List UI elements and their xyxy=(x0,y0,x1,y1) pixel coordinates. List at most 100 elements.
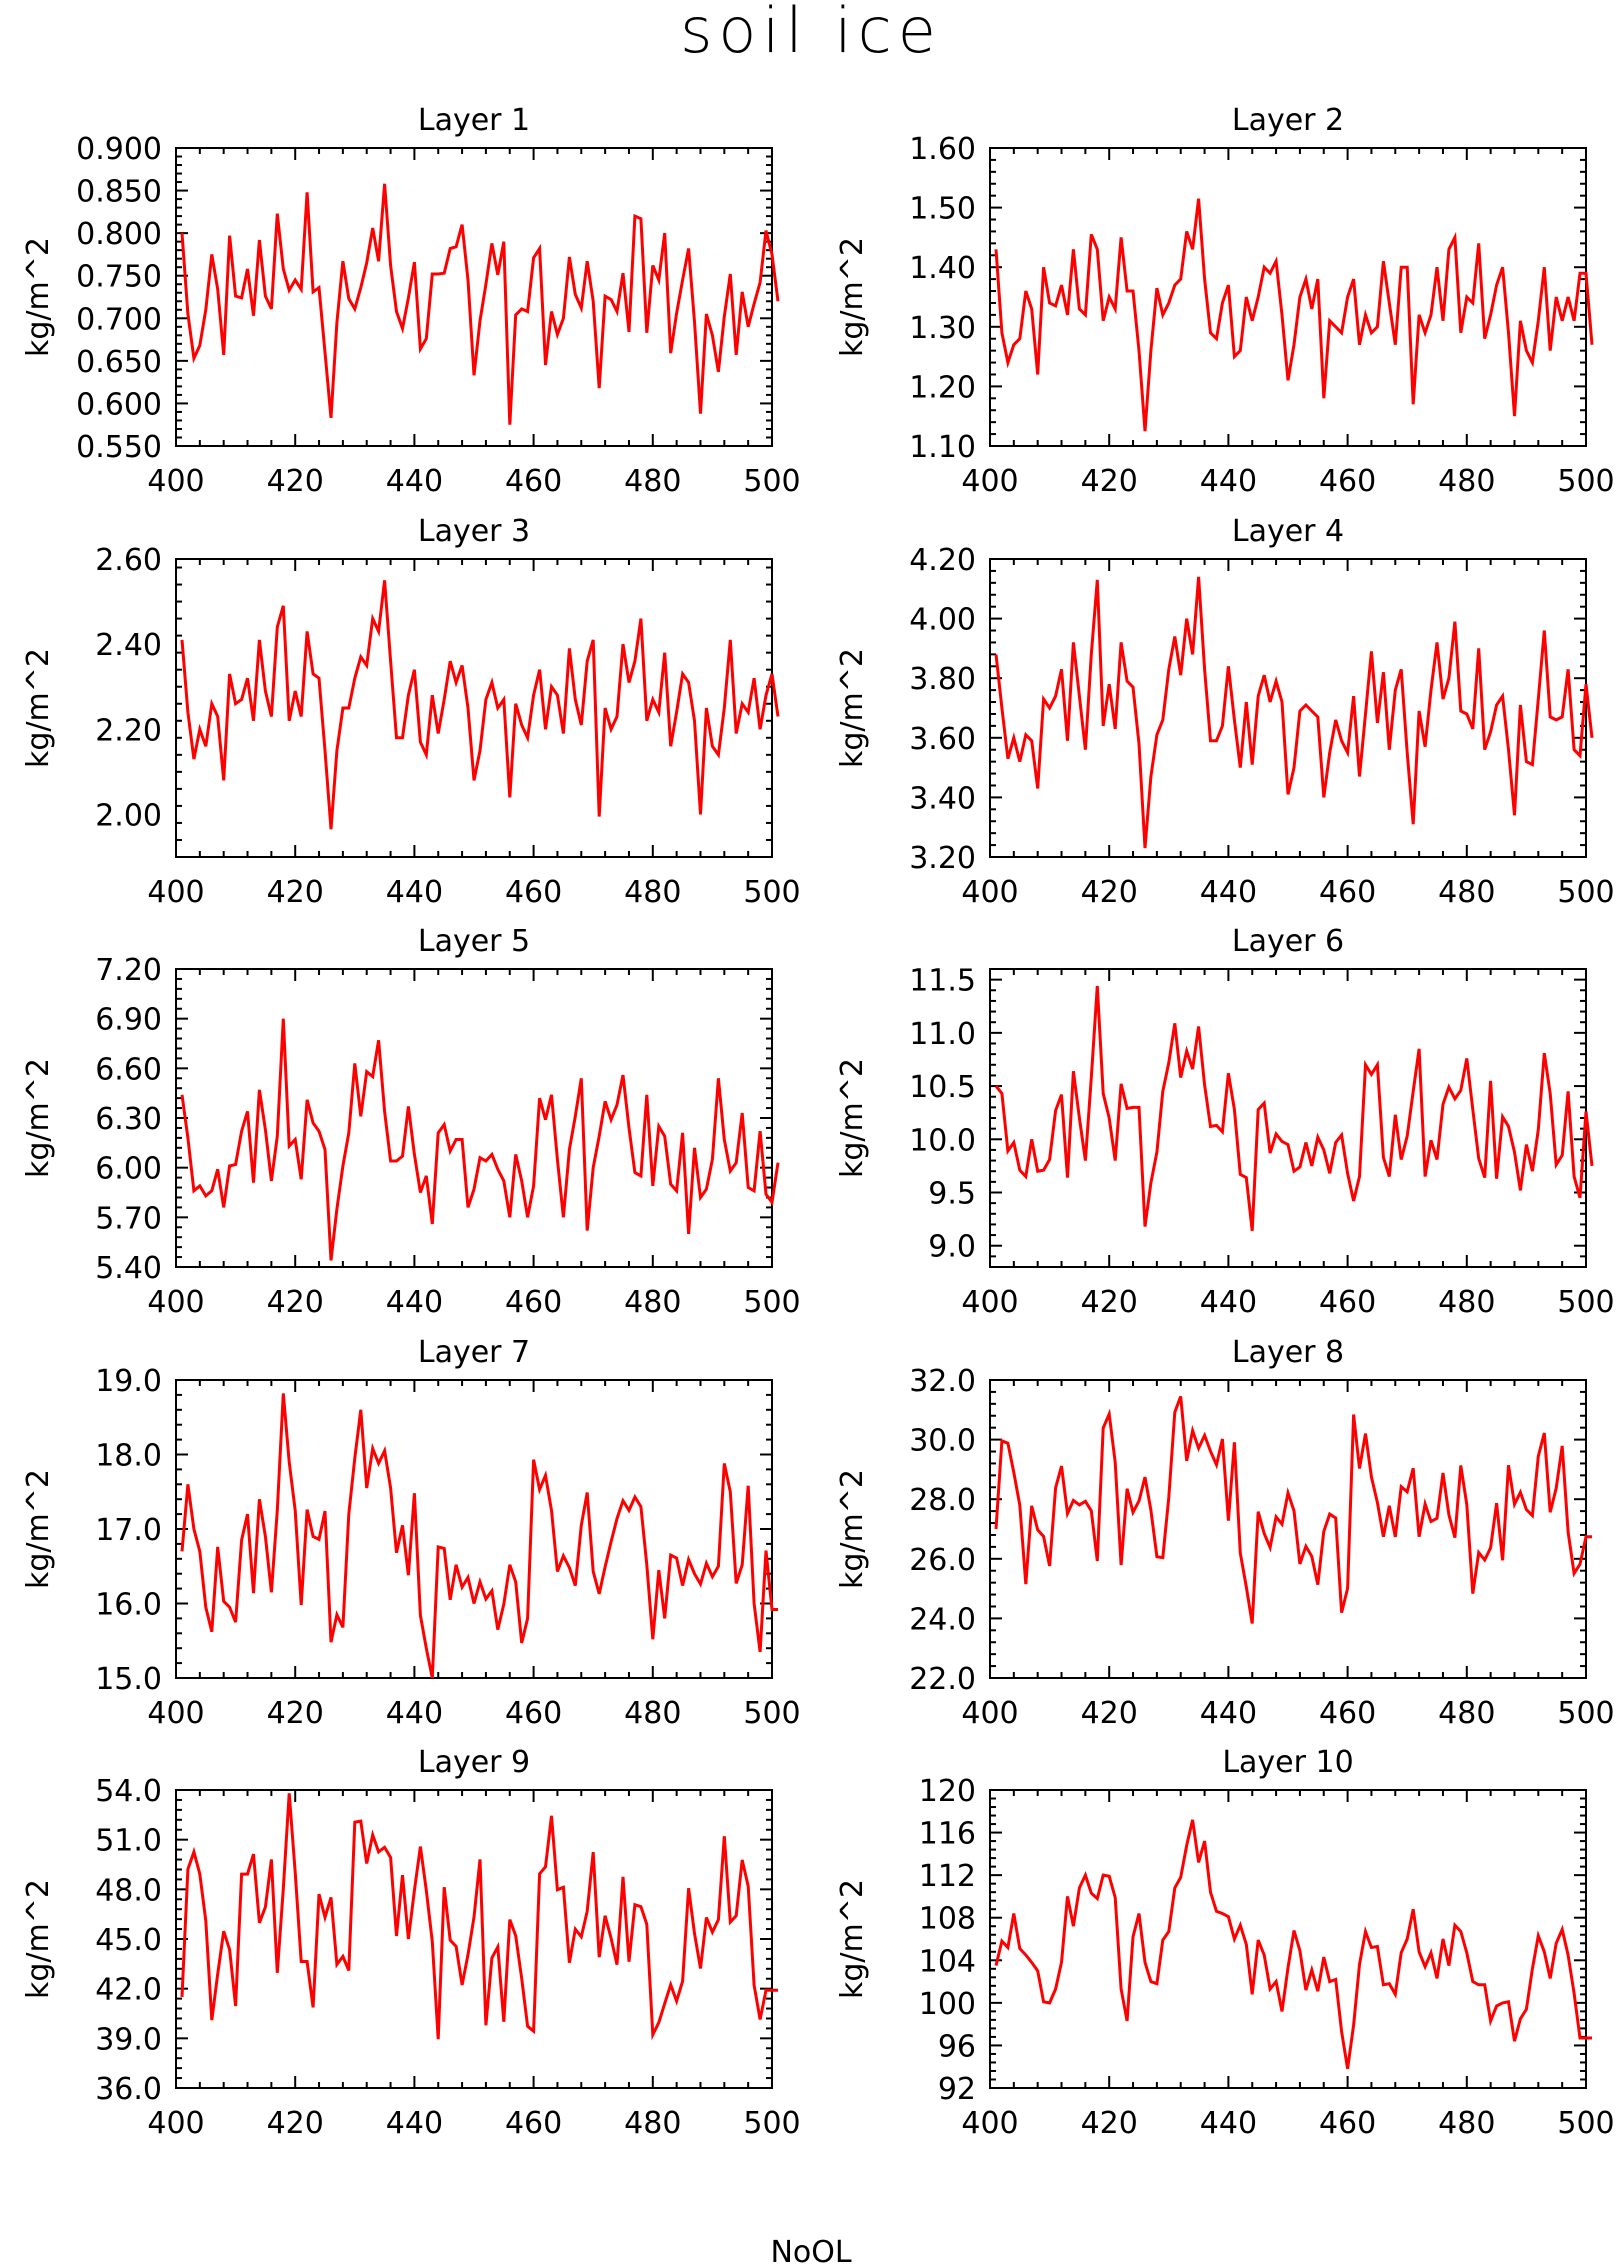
y-tick-label: 6.90 xyxy=(95,1003,162,1038)
x-tick-label: 400 xyxy=(961,2106,1018,2141)
x-tick-label: 420 xyxy=(267,464,324,499)
x-tick-label: 400 xyxy=(147,464,204,499)
panel-title: Layer 10 xyxy=(1222,1745,1353,1780)
x-tick-label: 400 xyxy=(961,1696,1018,1731)
y-tick-label: 3.80 xyxy=(909,662,976,697)
x-tick-label: 460 xyxy=(1319,1285,1376,1320)
x-tick-label: 440 xyxy=(386,2106,443,2141)
panel-layer-6: Layer 6 400 420 440 460 480 500 9.0 9.5 10.0 10.5 1… xyxy=(835,924,1615,1320)
panel-layer-8: Layer 8 400 420 440 460 480 500 22.0 24.0 26.0 28.… xyxy=(835,1335,1615,1731)
x-tick-label: 440 xyxy=(1200,875,1257,910)
x-tick-label: 400 xyxy=(147,1696,204,1731)
x-tick-label: 460 xyxy=(505,1696,562,1731)
y-tick-label: 0.700 xyxy=(76,302,162,337)
plot-frame xyxy=(989,1379,1587,1679)
y-tick-label: 5.40 xyxy=(95,1251,162,1286)
panel-title: Layer 7 xyxy=(418,1335,530,1370)
y-tick-label: 3.20 xyxy=(909,841,976,876)
plot-frame xyxy=(989,558,1587,858)
x-tick-label: 400 xyxy=(961,464,1018,499)
x-tick-label: 500 xyxy=(743,1285,800,1320)
y-tick-label: 0.800 xyxy=(76,217,162,252)
x-tick-label: 460 xyxy=(1319,875,1376,910)
y-tick-label: 48.0 xyxy=(95,1873,162,1908)
x-tick-label: 420 xyxy=(1081,464,1138,499)
y-tick-label: 51.0 xyxy=(95,1824,162,1859)
y-tick-label: 11.5 xyxy=(909,964,976,999)
panel-layer-10: Layer 10 400 420 440 460 480 500 92 96 100 104 108 1… xyxy=(835,1745,1615,2141)
y-tick-label: 7.20 xyxy=(95,953,162,988)
y-tick-label: 1.40 xyxy=(909,251,976,286)
x-tick-label: 400 xyxy=(147,2106,204,2141)
x-tick-label: 440 xyxy=(386,464,443,499)
x-tick-label: 500 xyxy=(1557,1285,1614,1320)
y-tick-label: 0.750 xyxy=(76,260,162,295)
y-tick-label: 10.5 xyxy=(909,1070,976,1105)
plot-frame xyxy=(989,1789,1587,2089)
y-tick-label: 3.40 xyxy=(909,781,976,816)
x-tick-label: 440 xyxy=(1200,1285,1257,1320)
panel-layer-5: Layer 5 400 420 440 460 480 500 5.40 5.70 6.00 6.3… xyxy=(21,924,801,1320)
x-tick-label: 500 xyxy=(1557,875,1614,910)
x-tick-label: 480 xyxy=(624,464,681,499)
y-tick-label: 19.0 xyxy=(95,1364,162,1399)
y-tick-label: 17.0 xyxy=(95,1513,162,1548)
y-tick-label: 0.600 xyxy=(76,387,162,422)
y-axis-label: kg/m^2 xyxy=(835,237,870,357)
x-tick-label: 440 xyxy=(386,875,443,910)
plot-frame xyxy=(175,147,773,447)
x-tick-label: 500 xyxy=(743,464,800,499)
series-line xyxy=(180,1393,778,1679)
x-tick-label: 440 xyxy=(1200,1696,1257,1731)
x-tick-label: 420 xyxy=(267,1285,324,1320)
y-tick-label: 1.20 xyxy=(909,370,976,405)
x-tick-label: 420 xyxy=(1081,1696,1138,1731)
y-tick-label: 39.0 xyxy=(95,2022,162,2057)
y-tick-label: 0.550 xyxy=(76,430,162,465)
x-tick-label: 480 xyxy=(1438,1285,1495,1320)
y-tick-label: 2.60 xyxy=(95,543,162,578)
y-tick-label: 6.30 xyxy=(95,1102,162,1137)
x-tick-label: 500 xyxy=(743,1696,800,1731)
y-tick-label: 1.60 xyxy=(909,132,976,167)
y-axis-label: kg/m^2 xyxy=(21,1469,56,1589)
y-tick-label: 116 xyxy=(919,1817,976,1852)
x-tick-label: 460 xyxy=(505,464,562,499)
figure-footer: NoOL xyxy=(770,2235,851,2264)
y-tick-label: 100 xyxy=(919,1987,976,2022)
x-tick-label: 500 xyxy=(1557,1696,1614,1731)
y-tick-label: 0.850 xyxy=(76,175,162,210)
series-line xyxy=(180,1018,780,1261)
x-tick-label: 500 xyxy=(1557,2106,1614,2141)
x-tick-label: 480 xyxy=(624,1696,681,1731)
x-tick-label: 420 xyxy=(1081,875,1138,910)
panel-title: Layer 2 xyxy=(1232,103,1344,138)
x-tick-label: 480 xyxy=(624,875,681,910)
y-tick-label: 42.0 xyxy=(95,1973,162,2008)
x-tick-label: 480 xyxy=(1438,464,1495,499)
panel-title: Layer 6 xyxy=(1232,924,1344,959)
y-tick-label: 92 xyxy=(938,2072,976,2107)
panel-layer-1: Layer 1 400 420 440 460 480 500 0.550 0.600 0.650… xyxy=(21,103,801,499)
x-tick-label: 500 xyxy=(743,875,800,910)
y-tick-label: 9.0 xyxy=(928,1230,976,1265)
y-tick-label: 3.60 xyxy=(909,722,976,757)
x-tick-label: 480 xyxy=(624,1285,681,1320)
panel-title: Layer 5 xyxy=(418,924,530,959)
x-tick-label: 460 xyxy=(505,875,562,910)
y-tick-label: 30.0 xyxy=(909,1424,976,1459)
series-line xyxy=(994,985,1594,1231)
y-axis-label: kg/m^2 xyxy=(21,1058,56,1178)
y-tick-label: 1.50 xyxy=(909,192,976,227)
y-tick-label: 36.0 xyxy=(95,2072,162,2107)
series-line xyxy=(180,1793,778,2041)
y-tick-label: 5.70 xyxy=(95,1201,162,1236)
y-tick-label: 4.20 xyxy=(909,543,976,578)
x-tick-label: 400 xyxy=(961,1285,1018,1320)
y-tick-label: 24.0 xyxy=(909,1602,976,1637)
x-tick-label: 420 xyxy=(1081,1285,1138,1320)
panel-layer-3: Layer 3 400 420 440 460 480 500 2.00 2.20 2.40 2.6… xyxy=(21,514,801,910)
y-tick-label: 0.650 xyxy=(76,345,162,380)
x-tick-label: 420 xyxy=(267,1696,324,1731)
